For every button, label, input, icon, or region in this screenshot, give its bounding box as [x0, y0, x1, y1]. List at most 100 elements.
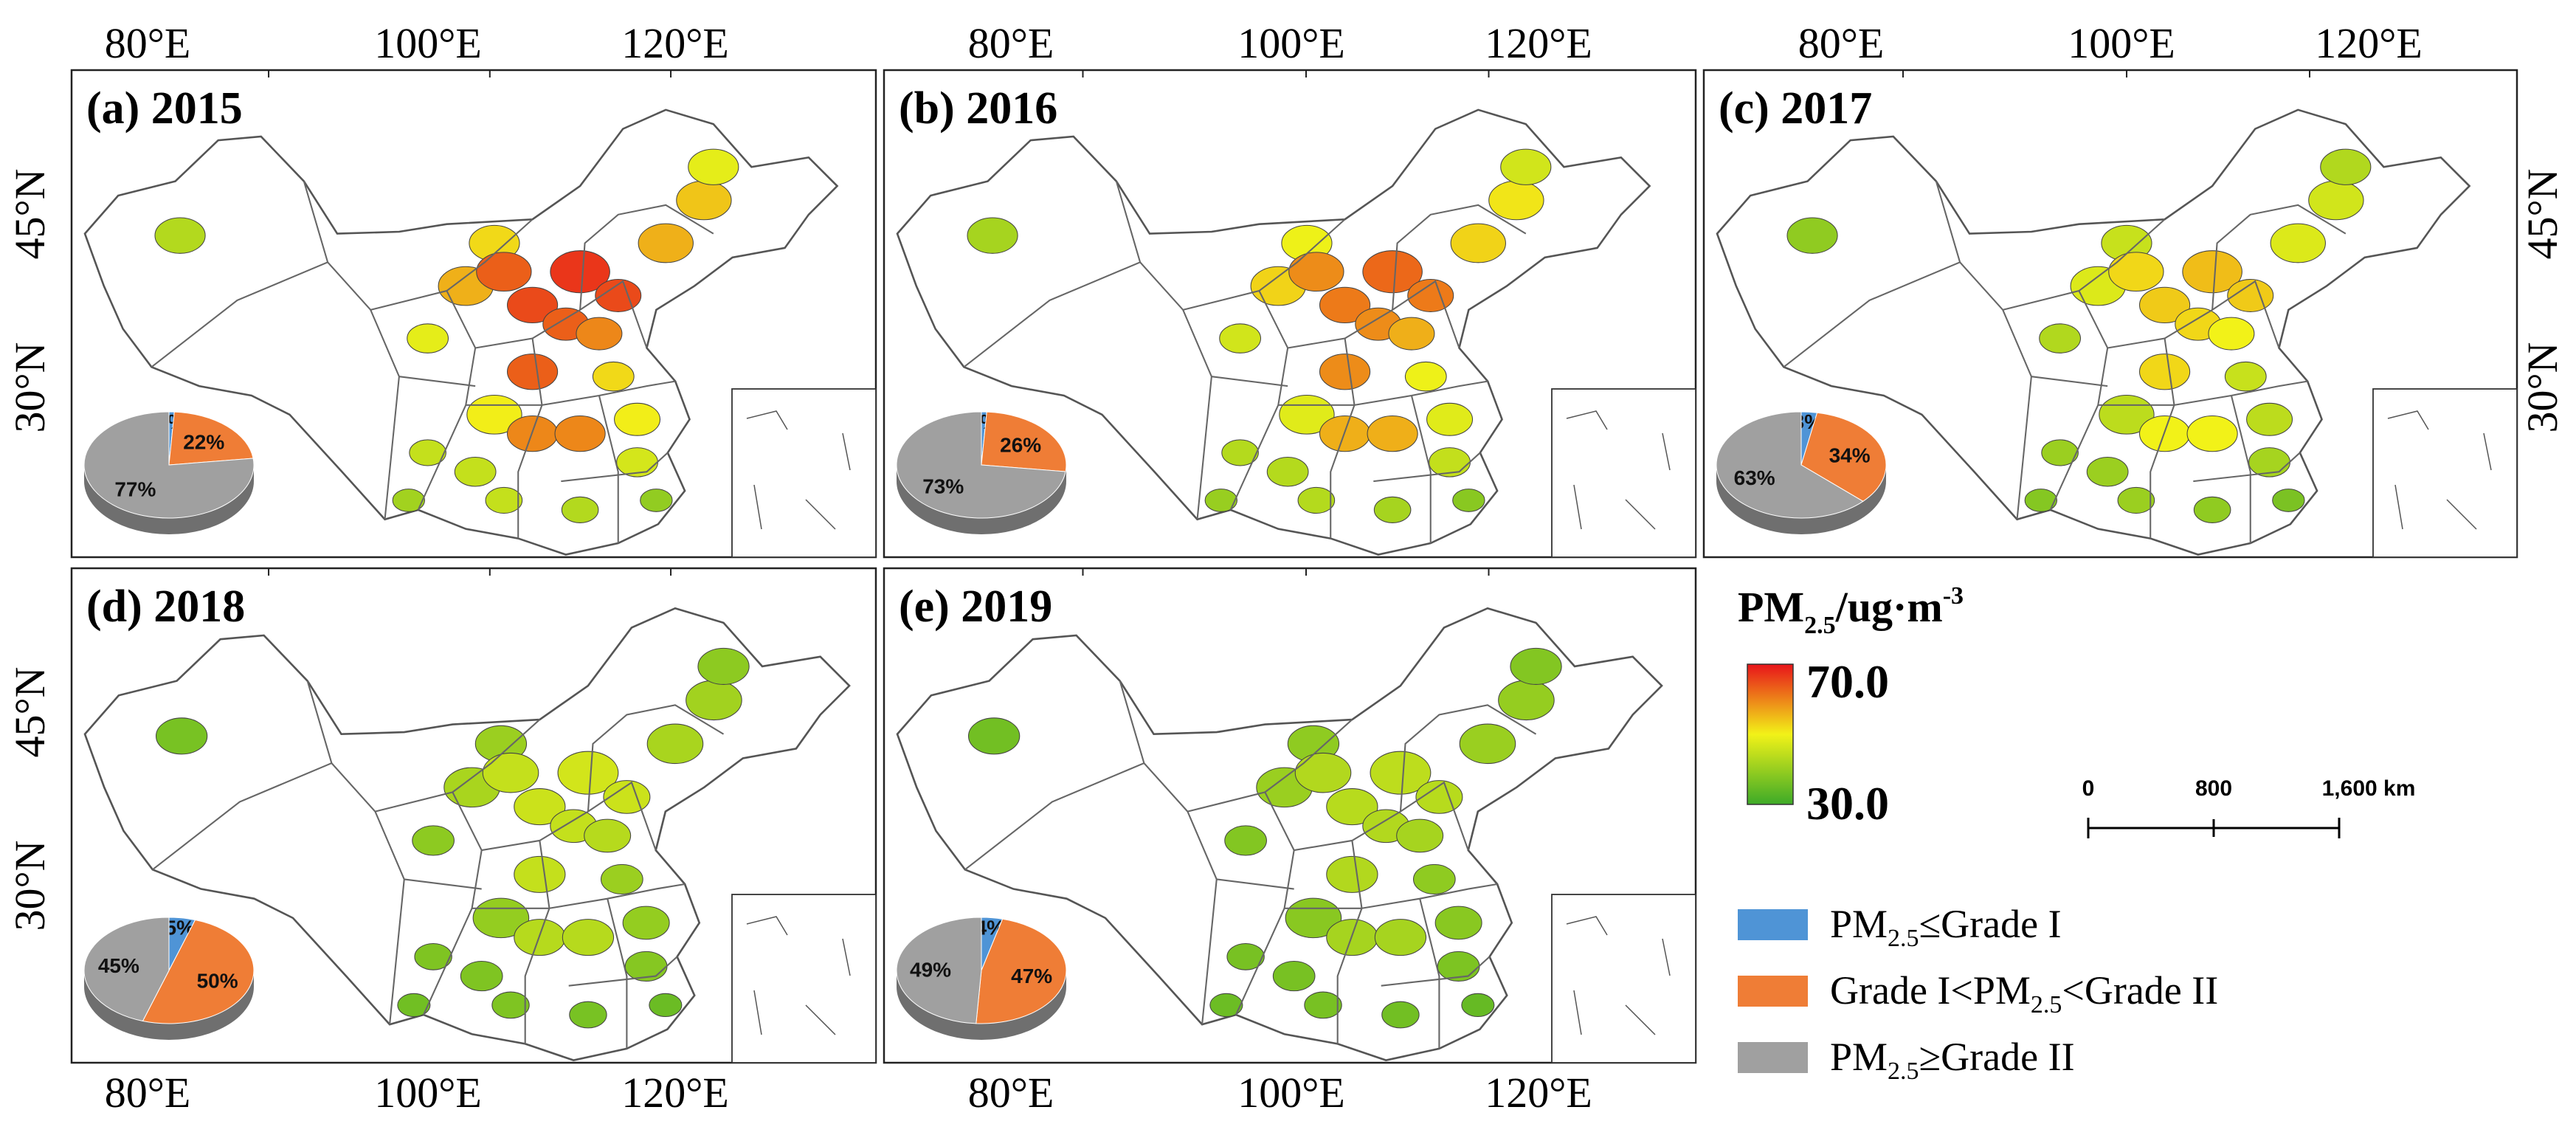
lat-label-45-top: 45°N [6, 168, 54, 259]
city-pm25-region [2086, 456, 2129, 487]
pie-label-grade-mid: 26% [1000, 433, 1041, 456]
bottom-axis: 80°E 100°E 120°E 80°E 100°E 120°E [105, 1069, 1592, 1117]
city-pm25-region [514, 788, 566, 826]
city-pm25-region [1326, 855, 1378, 893]
city-pm25-region [476, 252, 532, 292]
city-pm25-region [1374, 919, 1427, 956]
bottom-lon-label-1b: 80°E [968, 1069, 1054, 1117]
pie-chart: 3%34%63% [1716, 410, 1887, 534]
city-pm25-region [460, 960, 503, 992]
legend-label-grade-mid: Grade I<PM2.5<Grade II [1830, 968, 2218, 1018]
city-pm25-region [2024, 489, 2058, 512]
city-pm25-region [1381, 1001, 1420, 1029]
city-pm25-region [649, 993, 683, 1018]
colorbar-title: PM2.5/ug·m-3 [1738, 582, 1964, 639]
city-pm25-region [584, 818, 632, 853]
panel-title: (e) 2019 [899, 582, 1052, 632]
city-pm25-region [562, 919, 615, 956]
city-pm25-region [155, 717, 208, 755]
pie-slice-grade-mid [168, 411, 254, 466]
scale-label-800: 800 [2195, 776, 2232, 801]
legend-label-grade1: PM2.5≤Grade I [1830, 902, 2062, 952]
city-pm25-region [2208, 317, 2255, 351]
city-pm25-region [614, 402, 661, 436]
city-pm25-region [1319, 354, 1371, 390]
city-pm25-region [1500, 148, 1552, 185]
inset-islands [746, 916, 851, 1035]
city-pm25-region [603, 780, 651, 814]
scale-bar: 0 800 1,600 km [2082, 776, 2415, 838]
lat-label-45-bottom: 45°N [6, 666, 54, 757]
city-pm25-region [1209, 993, 1243, 1018]
city-pm25-region [1404, 361, 1447, 392]
china-map [1716, 108, 2470, 556]
city-pm25-region [1326, 788, 1378, 826]
city-pm25-region [1272, 960, 1316, 992]
lat-label-30-top: 30°N [6, 342, 54, 432]
city-pm25-region [2272, 489, 2305, 512]
city-pm25-region [2270, 223, 2326, 263]
china-map [83, 607, 851, 1061]
city-pm25-region [2041, 439, 2079, 466]
legend-swatch-grade1 [1738, 909, 1808, 940]
city-pm25-region [1373, 496, 1412, 523]
city-pm25-region [1407, 279, 1454, 312]
south-china-sea-inset [731, 388, 877, 558]
pie-chart: 1%26%73% [896, 410, 1067, 534]
inset-frame [731, 894, 877, 1063]
city-pm25-region [506, 286, 559, 324]
pie-label-grade2: 73% [922, 475, 964, 498]
top-lon-label-3a: 120°E [621, 19, 729, 67]
top-lon-label-2c: 100°E [2068, 19, 2175, 67]
city-pm25-region [622, 906, 670, 940]
bottom-lon-label-3a: 120°E [621, 1069, 729, 1117]
city-pm25-region [1221, 439, 1259, 466]
pie-label-grade-mid: 47% [1011, 965, 1052, 987]
map-panel-3: (c) 2017 3%34%63% [1702, 69, 2518, 559]
city-pm25-region [1219, 323, 1262, 354]
panel-title: (c) 2017 [1719, 83, 1872, 134]
city-pm25-region [1224, 825, 1267, 856]
colorbar: PM2.5/ug·m-3 70.0 30.0 [1738, 582, 1964, 830]
colorbar-min: 30.0 [1806, 777, 1889, 830]
right-lat-label-45: 45°N [2518, 168, 2566, 259]
city-pm25-region [1370, 751, 1432, 795]
city-pm25-region [506, 354, 559, 390]
city-pm25-region [1461, 993, 1495, 1018]
city-pm25-region [2039, 323, 2082, 354]
city-pm25-region [2320, 148, 2372, 185]
pie-slice-grade2 [83, 411, 255, 519]
city-pm25-region [640, 489, 673, 512]
city-pm25-region [569, 1001, 607, 1029]
city-pm25-region [2186, 415, 2238, 452]
bottom-lon-label-1a: 80°E [105, 1069, 191, 1117]
pie-chart: 5%50%45% [83, 917, 255, 1040]
pie-chart: 4%47%49% [896, 916, 1067, 1040]
left-lat-axis: 45°N 30°N 45°N 30°N [6, 168, 54, 931]
colorbar-max: 70.0 [1806, 655, 1889, 708]
china-map [896, 108, 1651, 556]
south-china-sea-inset [1551, 388, 1696, 558]
city-pm25-region [1288, 252, 1344, 292]
bottom-lon-label-3b: 120°E [1485, 1069, 1592, 1117]
city-pm25-region [1488, 180, 1544, 221]
inset-frame [1551, 894, 1696, 1063]
bottom-lon-label-2b: 100°E [1237, 1069, 1345, 1117]
lat-label-30-bottom: 30°N [6, 840, 54, 931]
city-pm25-region [1498, 680, 1555, 721]
category-legend: PM2.5≤Grade I Grade I<PM2.5<Grade II PM2… [1738, 902, 2218, 1085]
pie-label-grade-mid: 34% [1829, 444, 1871, 467]
city-pm25-region [967, 217, 1018, 254]
pie-slice-grade2 [896, 411, 1066, 519]
city-pm25-region [676, 180, 732, 221]
pie-label-grade2: 77% [114, 477, 156, 500]
city-pm25-region [2193, 496, 2231, 523]
south-china-sea-inset [731, 894, 877, 1063]
city-pm25-region [967, 717, 1021, 755]
inset-islands [1566, 916, 1671, 1035]
city-pm25-region [600, 863, 643, 895]
pie-slice-grade2 [896, 917, 982, 1024]
pie-slice-grade-mid [976, 918, 1067, 1024]
